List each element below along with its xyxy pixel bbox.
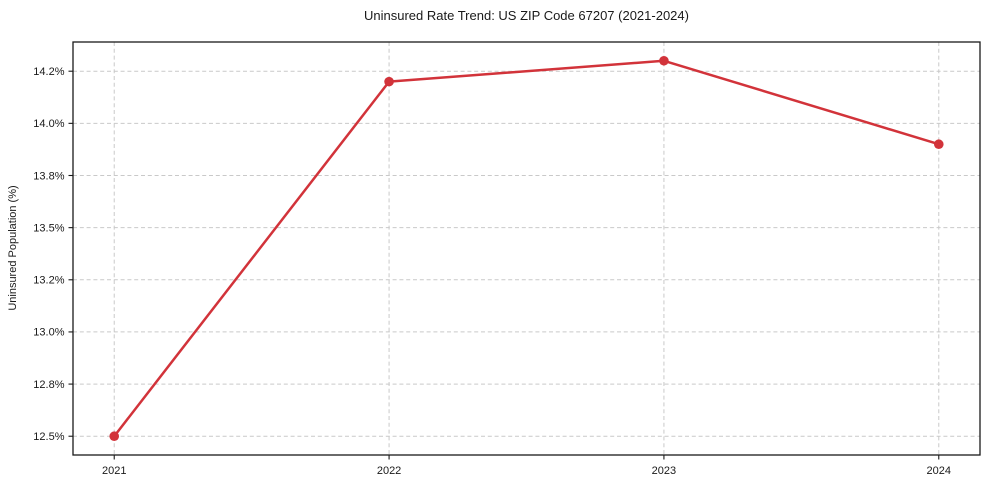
y-tick-label: 14.0% xyxy=(33,118,64,130)
data-point xyxy=(933,139,944,150)
plot-border xyxy=(72,41,981,456)
y-tick-label: 13.8% xyxy=(33,170,64,182)
chart-title: Uninsured Rate Trend: US ZIP Code 67207 … xyxy=(364,8,689,23)
x-tick-label: 2023 xyxy=(652,465,676,477)
x-tick-label: 2024 xyxy=(927,465,951,477)
y-tick-label: 12.8% xyxy=(33,379,64,391)
data-point xyxy=(109,431,120,442)
x-tick-label: 2022 xyxy=(377,465,401,477)
y-tick-label: 13.0% xyxy=(33,327,64,339)
data-point xyxy=(384,76,394,87)
x-tick-label: 2021 xyxy=(102,465,126,477)
y-tick-label: 13.2% xyxy=(33,275,64,287)
y-tick-label: 13.5% xyxy=(33,222,64,234)
y-tick-label: 12.5% xyxy=(33,431,64,443)
trend-line xyxy=(112,59,941,438)
data-point xyxy=(659,55,669,66)
y-tick-label: 14.2% xyxy=(33,66,64,78)
